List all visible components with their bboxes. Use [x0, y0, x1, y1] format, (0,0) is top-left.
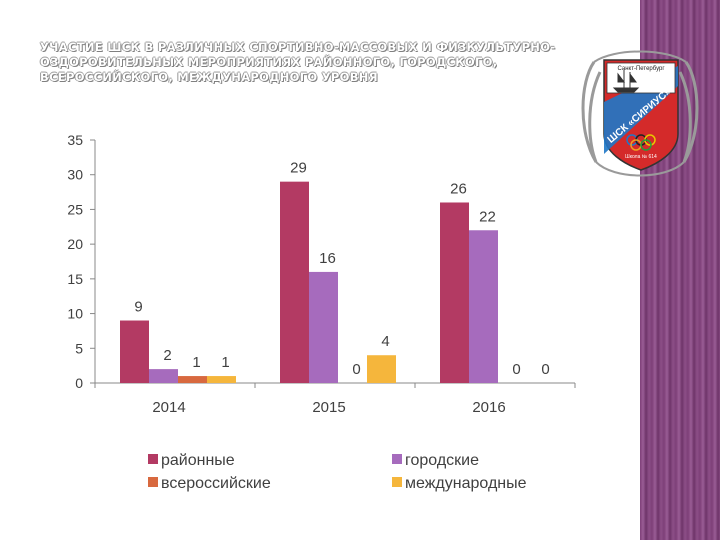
- data-label: 1: [221, 354, 229, 371]
- legend-swatch: [392, 477, 402, 487]
- y-tick-label: 0: [75, 375, 83, 391]
- x-category-label: 2014: [152, 399, 185, 416]
- bar-районные-2016: [440, 202, 469, 383]
- y-tick-label: 5: [75, 340, 83, 356]
- legend-swatch: [148, 477, 158, 487]
- ship-icon: [612, 70, 640, 93]
- bar-городские-2014: [149, 369, 178, 383]
- data-label: 22: [479, 208, 496, 225]
- logo-school-text: Школа № 614: [625, 154, 657, 160]
- data-label: 0: [541, 361, 549, 378]
- y-tick-label: 35: [67, 132, 83, 148]
- legend-swatch: [148, 454, 158, 464]
- data-label: 16: [319, 250, 336, 267]
- logo-city-text: Санкт-Петербург: [617, 66, 665, 72]
- data-label: 4: [381, 333, 389, 350]
- slide-title: УЧАСТИЕ ШСК В РАЗЛИЧНЫХ СПОРТИВНО-МАССОВ…: [40, 40, 556, 84]
- frame-swirl-right: [678, 61, 699, 163]
- olympic-rings-icon: [626, 134, 656, 151]
- data-label: 0: [512, 361, 520, 378]
- data-label: 1: [192, 354, 200, 371]
- data-label: 0: [352, 361, 360, 378]
- x-category-label: 2015: [312, 399, 345, 416]
- data-label: 29: [290, 160, 307, 177]
- y-tick-label: 25: [67, 201, 83, 217]
- y-tick-label: 15: [67, 271, 83, 287]
- bar-городские-2015: [309, 271, 338, 383]
- y-tick-label: 10: [67, 306, 83, 322]
- frame-bottom-curl: [595, 161, 685, 177]
- bar-всероссийские-2014: [178, 376, 207, 383]
- bar-районные-2015: [280, 181, 309, 383]
- school-club-emblem: Санкт-Петербург ШСК «СИРИУС» Школа № 614: [581, 50, 699, 177]
- bar-международные-2015: [367, 355, 396, 383]
- frame-swirl-left: [581, 61, 602, 163]
- bar-районные-2014: [120, 320, 149, 383]
- legend-label: городские: [405, 452, 479, 469]
- data-label: 26: [450, 180, 467, 197]
- frame-top-curl: [593, 50, 687, 63]
- chart-legend: районные городские всероссийские международ…: [148, 452, 527, 492]
- bar-chart: 0 5 10 15 20 25 30 35 2014 2015 2016 9 2 1 1 29 16 0 4 26 2…: [67, 132, 576, 492]
- legend-swatch: [392, 454, 402, 464]
- bar-международные-2014: [207, 376, 236, 383]
- legend-label: районные: [161, 452, 235, 469]
- data-label: 9: [134, 299, 142, 316]
- y-tick-label: 20: [67, 236, 83, 252]
- x-category-label: 2016: [472, 399, 505, 416]
- bar-городские-2016: [469, 230, 498, 383]
- chart-data-labels: 9 2 1 1 29 16 0 4 26 22 0 0: [134, 160, 549, 378]
- chart-bars: [120, 181, 498, 383]
- y-tick-label: 30: [67, 167, 83, 183]
- legend-label: международные: [405, 475, 527, 492]
- legend-label: всероссийские: [161, 475, 271, 492]
- data-label: 2: [163, 347, 171, 364]
